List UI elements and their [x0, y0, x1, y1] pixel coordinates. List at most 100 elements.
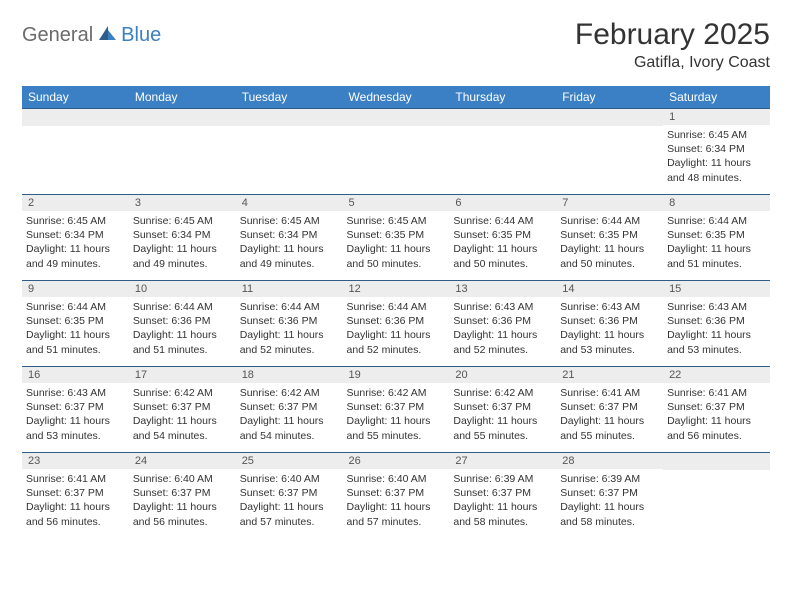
calendar-day: 17Sunrise: 6:42 AMSunset: 6:37 PMDayligh… — [129, 367, 236, 453]
sunrise-text: Sunrise: 6:43 AM — [560, 300, 659, 314]
calendar-day — [22, 109, 129, 195]
sunrise-text: Sunrise: 6:44 AM — [133, 300, 232, 314]
daylight-text: Daylight: 11 hours and 50 minutes. — [347, 242, 446, 270]
sail-icon — [97, 24, 119, 47]
day-info: Sunrise: 6:42 AMSunset: 6:37 PMDaylight:… — [240, 386, 339, 443]
calendar-day: 5Sunrise: 6:45 AMSunset: 6:35 PMDaylight… — [343, 195, 450, 281]
sunset-text: Sunset: 6:36 PM — [667, 314, 766, 328]
month-title: February 2025 — [575, 18, 770, 52]
logo-text-general: General — [22, 24, 93, 47]
day-number: 21 — [556, 367, 663, 383]
weekday-header: Friday — [556, 86, 663, 109]
day-info: Sunrise: 6:45 AMSunset: 6:34 PMDaylight:… — [133, 214, 232, 271]
sunrise-text: Sunrise: 6:43 AM — [26, 386, 125, 400]
sunset-text: Sunset: 6:36 PM — [240, 314, 339, 328]
day-info: Sunrise: 6:39 AMSunset: 6:37 PMDaylight:… — [560, 472, 659, 529]
calendar-day: 6Sunrise: 6:44 AMSunset: 6:35 PMDaylight… — [449, 195, 556, 281]
day-info: Sunrise: 6:44 AMSunset: 6:35 PMDaylight:… — [560, 214, 659, 271]
day-number: 7 — [556, 195, 663, 211]
daylight-text: Daylight: 11 hours and 50 minutes. — [560, 242, 659, 270]
calendar-day — [449, 109, 556, 195]
calendar-day: 7 Sunrise: 6:44 AMSunset: 6:35 PMDaylight… — [556, 195, 663, 281]
day-number — [663, 453, 770, 470]
sunrise-text: Sunrise: 6:42 AM — [133, 386, 232, 400]
calendar-day: 23Sunrise: 6:41 AMSunset: 6:37 PMDayligh… — [22, 453, 129, 539]
day-number: 28 — [556, 453, 663, 469]
day-number: 2 — [22, 195, 129, 211]
logo-text-blue: Blue — [121, 24, 161, 47]
sunrise-text: Sunrise: 6:45 AM — [240, 214, 339, 228]
sunset-text: Sunset: 6:37 PM — [26, 400, 125, 414]
sunset-text: Sunset: 6:34 PM — [667, 142, 766, 156]
sunset-text: Sunset: 6:35 PM — [560, 228, 659, 242]
daylight-text: Daylight: 11 hours and 50 minutes. — [453, 242, 552, 270]
sunrise-text: Sunrise: 6:44 AM — [560, 214, 659, 228]
day-info: Sunrise: 6:45 AMSunset: 6:35 PMDaylight:… — [347, 214, 446, 271]
daylight-text: Daylight: 11 hours and 55 minutes. — [347, 414, 446, 442]
daylight-text: Daylight: 11 hours and 51 minutes. — [667, 242, 766, 270]
sunrise-text: Sunrise: 6:44 AM — [453, 214, 552, 228]
daylight-text: Daylight: 11 hours and 51 minutes. — [26, 328, 125, 356]
sunset-text: Sunset: 6:37 PM — [347, 400, 446, 414]
calendar-day: 3 Sunrise: 6:45 AMSunset: 6:34 PMDaylight… — [129, 195, 236, 281]
daylight-text: Daylight: 11 hours and 56 minutes. — [133, 500, 232, 528]
sunset-text: Sunset: 6:35 PM — [667, 228, 766, 242]
sunrise-text: Sunrise: 6:42 AM — [453, 386, 552, 400]
day-info: Sunrise: 6:45 AMSunset: 6:34 PMDaylight:… — [667, 128, 766, 185]
weekday-header: Tuesday — [236, 86, 343, 109]
day-info: Sunrise: 6:43 AMSunset: 6:36 PMDaylight:… — [453, 300, 552, 357]
sunrise-text: Sunrise: 6:43 AM — [453, 300, 552, 314]
daylight-text: Daylight: 11 hours and 53 minutes. — [560, 328, 659, 356]
day-info: Sunrise: 6:43 AMSunset: 6:36 PMDaylight:… — [560, 300, 659, 357]
calendar-day: 21 Sunrise: 6:41 AMSunset: 6:37 PMDayligh… — [556, 367, 663, 453]
calendar-day: 11Sunrise: 6:44 AMSunset: 6:36 PMDayligh… — [236, 281, 343, 367]
calendar-day: 28 Sunrise: 6:39 AMSunset: 6:37 PMDayligh… — [556, 453, 663, 539]
day-number: 20 — [449, 367, 556, 383]
calendar-week: 1Sunrise: 6:45 AMSunset: 6:34 PMDaylight… — [22, 109, 770, 195]
daylight-text: Daylight: 11 hours and 57 minutes. — [347, 500, 446, 528]
day-info: Sunrise: 6:42 AMSunset: 6:37 PMDaylight:… — [453, 386, 552, 443]
calendar-week: 23Sunrise: 6:41 AMSunset: 6:37 PMDayligh… — [22, 453, 770, 539]
location: Gatifla, Ivory Coast — [575, 54, 770, 72]
calendar-day: 4Sunrise: 6:45 AMSunset: 6:34 PMDaylight… — [236, 195, 343, 281]
sunrise-text: Sunrise: 6:40 AM — [240, 472, 339, 486]
daylight-text: Daylight: 11 hours and 54 minutes. — [240, 414, 339, 442]
daylight-text: Daylight: 11 hours and 53 minutes. — [26, 414, 125, 442]
calendar-day: 10Sunrise: 6:44 AMSunset: 6:36 PMDayligh… — [129, 281, 236, 367]
daylight-text: Daylight: 11 hours and 49 minutes. — [26, 242, 125, 270]
daylight-text: Daylight: 11 hours and 55 minutes. — [560, 414, 659, 442]
sunset-text: Sunset: 6:37 PM — [133, 400, 232, 414]
sunrise-text: Sunrise: 6:45 AM — [26, 214, 125, 228]
sunset-text: Sunset: 6:37 PM — [560, 486, 659, 500]
weekday-header: Wednesday — [343, 86, 450, 109]
title-block: February 2025 Gatifla, Ivory Coast — [575, 18, 770, 72]
sunrise-text: Sunrise: 6:43 AM — [667, 300, 766, 314]
sunrise-text: Sunrise: 6:41 AM — [560, 386, 659, 400]
calendar-day — [556, 109, 663, 195]
calendar-day: 9Sunrise: 6:44 AMSunset: 6:35 PMDaylight… — [22, 281, 129, 367]
sunset-text: Sunset: 6:34 PM — [26, 228, 125, 242]
daylight-text: Daylight: 11 hours and 52 minutes. — [347, 328, 446, 356]
calendar-day: 12 Sunrise: 6:44 AMSunset: 6:36 PMDayligh… — [343, 281, 450, 367]
calendar-day — [343, 109, 450, 195]
daylight-text: Daylight: 11 hours and 51 minutes. — [133, 328, 232, 356]
weekday-header-row: Sunday Monday Tuesday Wednesday Thursday… — [22, 86, 770, 109]
sunset-text: Sunset: 6:36 PM — [347, 314, 446, 328]
sunset-text: Sunset: 6:37 PM — [347, 486, 446, 500]
day-info: Sunrise: 6:45 AMSunset: 6:34 PMDaylight:… — [240, 214, 339, 271]
day-number: 3 — [129, 195, 236, 211]
day-number: 19 — [343, 367, 450, 383]
sunrise-text: Sunrise: 6:44 AM — [347, 300, 446, 314]
calendar-table: Sunday Monday Tuesday Wednesday Thursday… — [22, 86, 770, 539]
day-number: 12 — [343, 281, 450, 297]
day-info: Sunrise: 6:42 AMSunset: 6:37 PMDaylight:… — [347, 386, 446, 443]
sunset-text: Sunset: 6:36 PM — [133, 314, 232, 328]
daylight-text: Daylight: 11 hours and 56 minutes. — [26, 500, 125, 528]
day-number — [129, 109, 236, 126]
calendar-day: 27Sunrise: 6:39 AMSunset: 6:37 PMDayligh… — [449, 453, 556, 539]
sunset-text: Sunset: 6:34 PM — [133, 228, 232, 242]
day-info: Sunrise: 6:41 AMSunset: 6:37 PMDaylight:… — [560, 386, 659, 443]
sunrise-text: Sunrise: 6:44 AM — [26, 300, 125, 314]
daylight-text: Daylight: 11 hours and 52 minutes. — [240, 328, 339, 356]
calendar-day: 13Sunrise: 6:43 AMSunset: 6:36 PMDayligh… — [449, 281, 556, 367]
